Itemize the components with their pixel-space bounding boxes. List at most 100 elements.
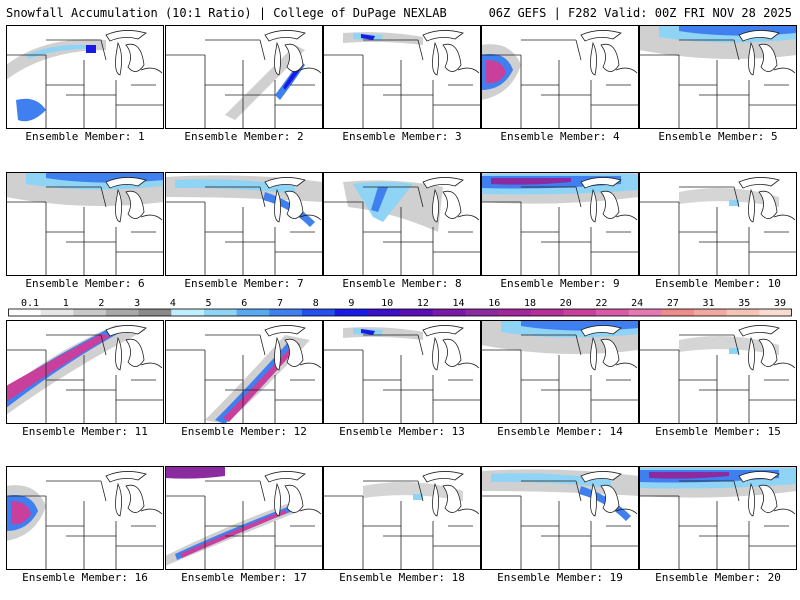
colorbar-tick-label: 3 bbox=[134, 298, 141, 309]
colorbar-tick-label: 4 bbox=[169, 298, 176, 309]
colorbar-tick-label: 22 bbox=[595, 298, 608, 309]
colorbar-tick-label: 2 bbox=[98, 298, 105, 309]
ensemble-member-label: Ensemble Member: 18 bbox=[339, 571, 465, 584]
colorbar-swatch bbox=[8, 309, 42, 316]
colorbar-swatch bbox=[563, 309, 597, 316]
ensemble-map bbox=[165, 172, 323, 276]
colorbar-tick-label: 31 bbox=[702, 298, 715, 309]
ensemble-map bbox=[6, 466, 164, 570]
ensemble-map bbox=[323, 320, 481, 424]
colorbar-swatch bbox=[204, 309, 238, 316]
chart-title: Snowfall Accumulation (10:1 Ratio) | Col… bbox=[6, 6, 447, 20]
ensemble-map bbox=[481, 320, 639, 424]
colorbar-swatch bbox=[40, 309, 74, 316]
ensemble-member-label: Ensemble Member: 14 bbox=[497, 425, 623, 438]
colorbar-swatch bbox=[726, 309, 760, 316]
colorbar-tick-label: 24 bbox=[631, 298, 644, 309]
colorbar-tick-label: 1 bbox=[62, 298, 69, 309]
colorbar-tick-label: 39 bbox=[773, 298, 787, 309]
ensemble-map bbox=[165, 466, 323, 570]
ensemble-map bbox=[6, 172, 164, 276]
ensemble-member-label: Ensemble Member: 1 bbox=[25, 130, 145, 143]
ensemble-panel: Ensemble Member: 7 bbox=[165, 172, 323, 290]
ensemble-map bbox=[481, 466, 639, 570]
ensemble-member-label: Ensemble Member: 9 bbox=[500, 277, 620, 290]
colorbar-swatch bbox=[694, 309, 728, 316]
ensemble-map bbox=[165, 320, 323, 424]
colorbar-swatch bbox=[661, 309, 695, 316]
ensemble-member-label: Ensemble Member: 8 bbox=[342, 277, 462, 290]
ensemble-member-label: Ensemble Member: 16 bbox=[22, 571, 148, 584]
colorbar-tick-label: 6 bbox=[241, 298, 248, 309]
colorbar-swatch bbox=[236, 309, 270, 316]
colorbar-tick-label: 35 bbox=[738, 298, 751, 309]
ensemble-member-label: Ensemble Member: 4 bbox=[500, 130, 620, 143]
ensemble-member-label: Ensemble Member: 13 bbox=[339, 425, 465, 438]
ensemble-panel: Ensemble Member: 1 bbox=[6, 25, 164, 143]
ensemble-map bbox=[323, 466, 481, 570]
ensemble-panel: Ensemble Member: 19 bbox=[481, 466, 639, 584]
colorbar-swatch bbox=[106, 309, 140, 316]
ensemble-map bbox=[481, 25, 639, 129]
ensemble-member-label: Ensemble Member: 20 bbox=[655, 571, 781, 584]
ensemble-map bbox=[481, 172, 639, 276]
colorbar-swatch bbox=[432, 309, 466, 316]
ensemble-map bbox=[639, 320, 797, 424]
colorbar-swatch bbox=[269, 309, 303, 316]
ensemble-member-label: Ensemble Member: 17 bbox=[181, 571, 307, 584]
ensemble-map bbox=[639, 466, 797, 570]
ensemble-member-label: Ensemble Member: 10 bbox=[655, 277, 781, 290]
colorbar-swatch bbox=[367, 309, 401, 316]
ensemble-panel: Ensemble Member: 12 bbox=[165, 320, 323, 438]
ensemble-member-label: Ensemble Member: 6 bbox=[25, 277, 145, 290]
colorbar-swatch bbox=[498, 309, 532, 316]
ensemble-panel: Ensemble Member: 10 bbox=[639, 172, 797, 290]
colorbar-swatch bbox=[73, 309, 107, 316]
colorbar-tick-label: 9 bbox=[348, 298, 355, 309]
ensemble-panel: Ensemble Member: 3 bbox=[323, 25, 481, 143]
ensemble-panel: Ensemble Member: 8 bbox=[323, 172, 481, 290]
ensemble-panel: Ensemble Member: 16 bbox=[6, 466, 164, 584]
colorbar-tick-label: 8 bbox=[312, 298, 319, 309]
ensemble-panel: Ensemble Member: 5 bbox=[639, 25, 797, 143]
colorbar-swatch bbox=[138, 309, 172, 316]
colorbar-tick-label: 10 bbox=[381, 298, 394, 309]
ensemble-panel: Ensemble Member: 18 bbox=[323, 466, 481, 584]
colorbar-tick-label: 5 bbox=[205, 298, 212, 309]
colorbar-swatch bbox=[302, 309, 336, 316]
ensemble-map bbox=[639, 25, 797, 129]
colorbar-tick-label: 7 bbox=[276, 298, 284, 309]
ensemble-map bbox=[165, 25, 323, 129]
colorbar-tick-label: 20 bbox=[559, 298, 572, 309]
ensemble-panel: Ensemble Member: 2 bbox=[165, 25, 323, 143]
colorbar-tick-label: 0.1 bbox=[20, 298, 40, 309]
ensemble-map bbox=[639, 172, 797, 276]
colorbar-swatch bbox=[530, 309, 564, 316]
ensemble-panel: Ensemble Member: 14 bbox=[481, 320, 639, 438]
ensemble-panel: Ensemble Member: 11 bbox=[6, 320, 164, 438]
colorbar-swatch bbox=[400, 309, 434, 316]
ensemble-member-label: Ensemble Member: 12 bbox=[181, 425, 307, 438]
ensemble-member-label: Ensemble Member: 11 bbox=[22, 425, 148, 438]
colorbar-tick-label: 27 bbox=[666, 298, 679, 309]
ensemble-member-label: Ensemble Member: 3 bbox=[342, 130, 462, 143]
colorbar-swatch bbox=[759, 309, 792, 316]
ensemble-panel: Ensemble Member: 20 bbox=[639, 466, 797, 584]
ensemble-panel: Ensemble Member: 17 bbox=[165, 466, 323, 584]
ensemble-member-label: Ensemble Member: 7 bbox=[184, 277, 304, 290]
ensemble-member-label: Ensemble Member: 15 bbox=[655, 425, 781, 438]
ensemble-member-label: Ensemble Member: 19 bbox=[497, 571, 623, 584]
ensemble-member-label: Ensemble Member: 2 bbox=[184, 130, 304, 143]
colorbar-tick-label: 12 bbox=[416, 298, 429, 309]
colorbar-tick-label: 16 bbox=[488, 298, 501, 309]
colorbar-tick-label: 14 bbox=[452, 298, 465, 309]
ensemble-panel: Ensemble Member: 13 bbox=[323, 320, 481, 438]
colorbar-swatches bbox=[8, 308, 792, 317]
colorbar-swatch bbox=[171, 309, 205, 316]
ensemble-panel: Ensemble Member: 15 bbox=[639, 320, 797, 438]
colorbar-swatch bbox=[465, 309, 499, 316]
colorbar-swatch bbox=[596, 309, 630, 316]
colorbar-legend: 0.1 1 2 3 4 5 6 7 8 9 10 12 14 16 18 20 22 24 27 31 35 39 bbox=[8, 298, 792, 318]
ensemble-panel: Ensemble Member: 4 bbox=[481, 25, 639, 143]
colorbar-tick-label: 18 bbox=[523, 298, 537, 309]
